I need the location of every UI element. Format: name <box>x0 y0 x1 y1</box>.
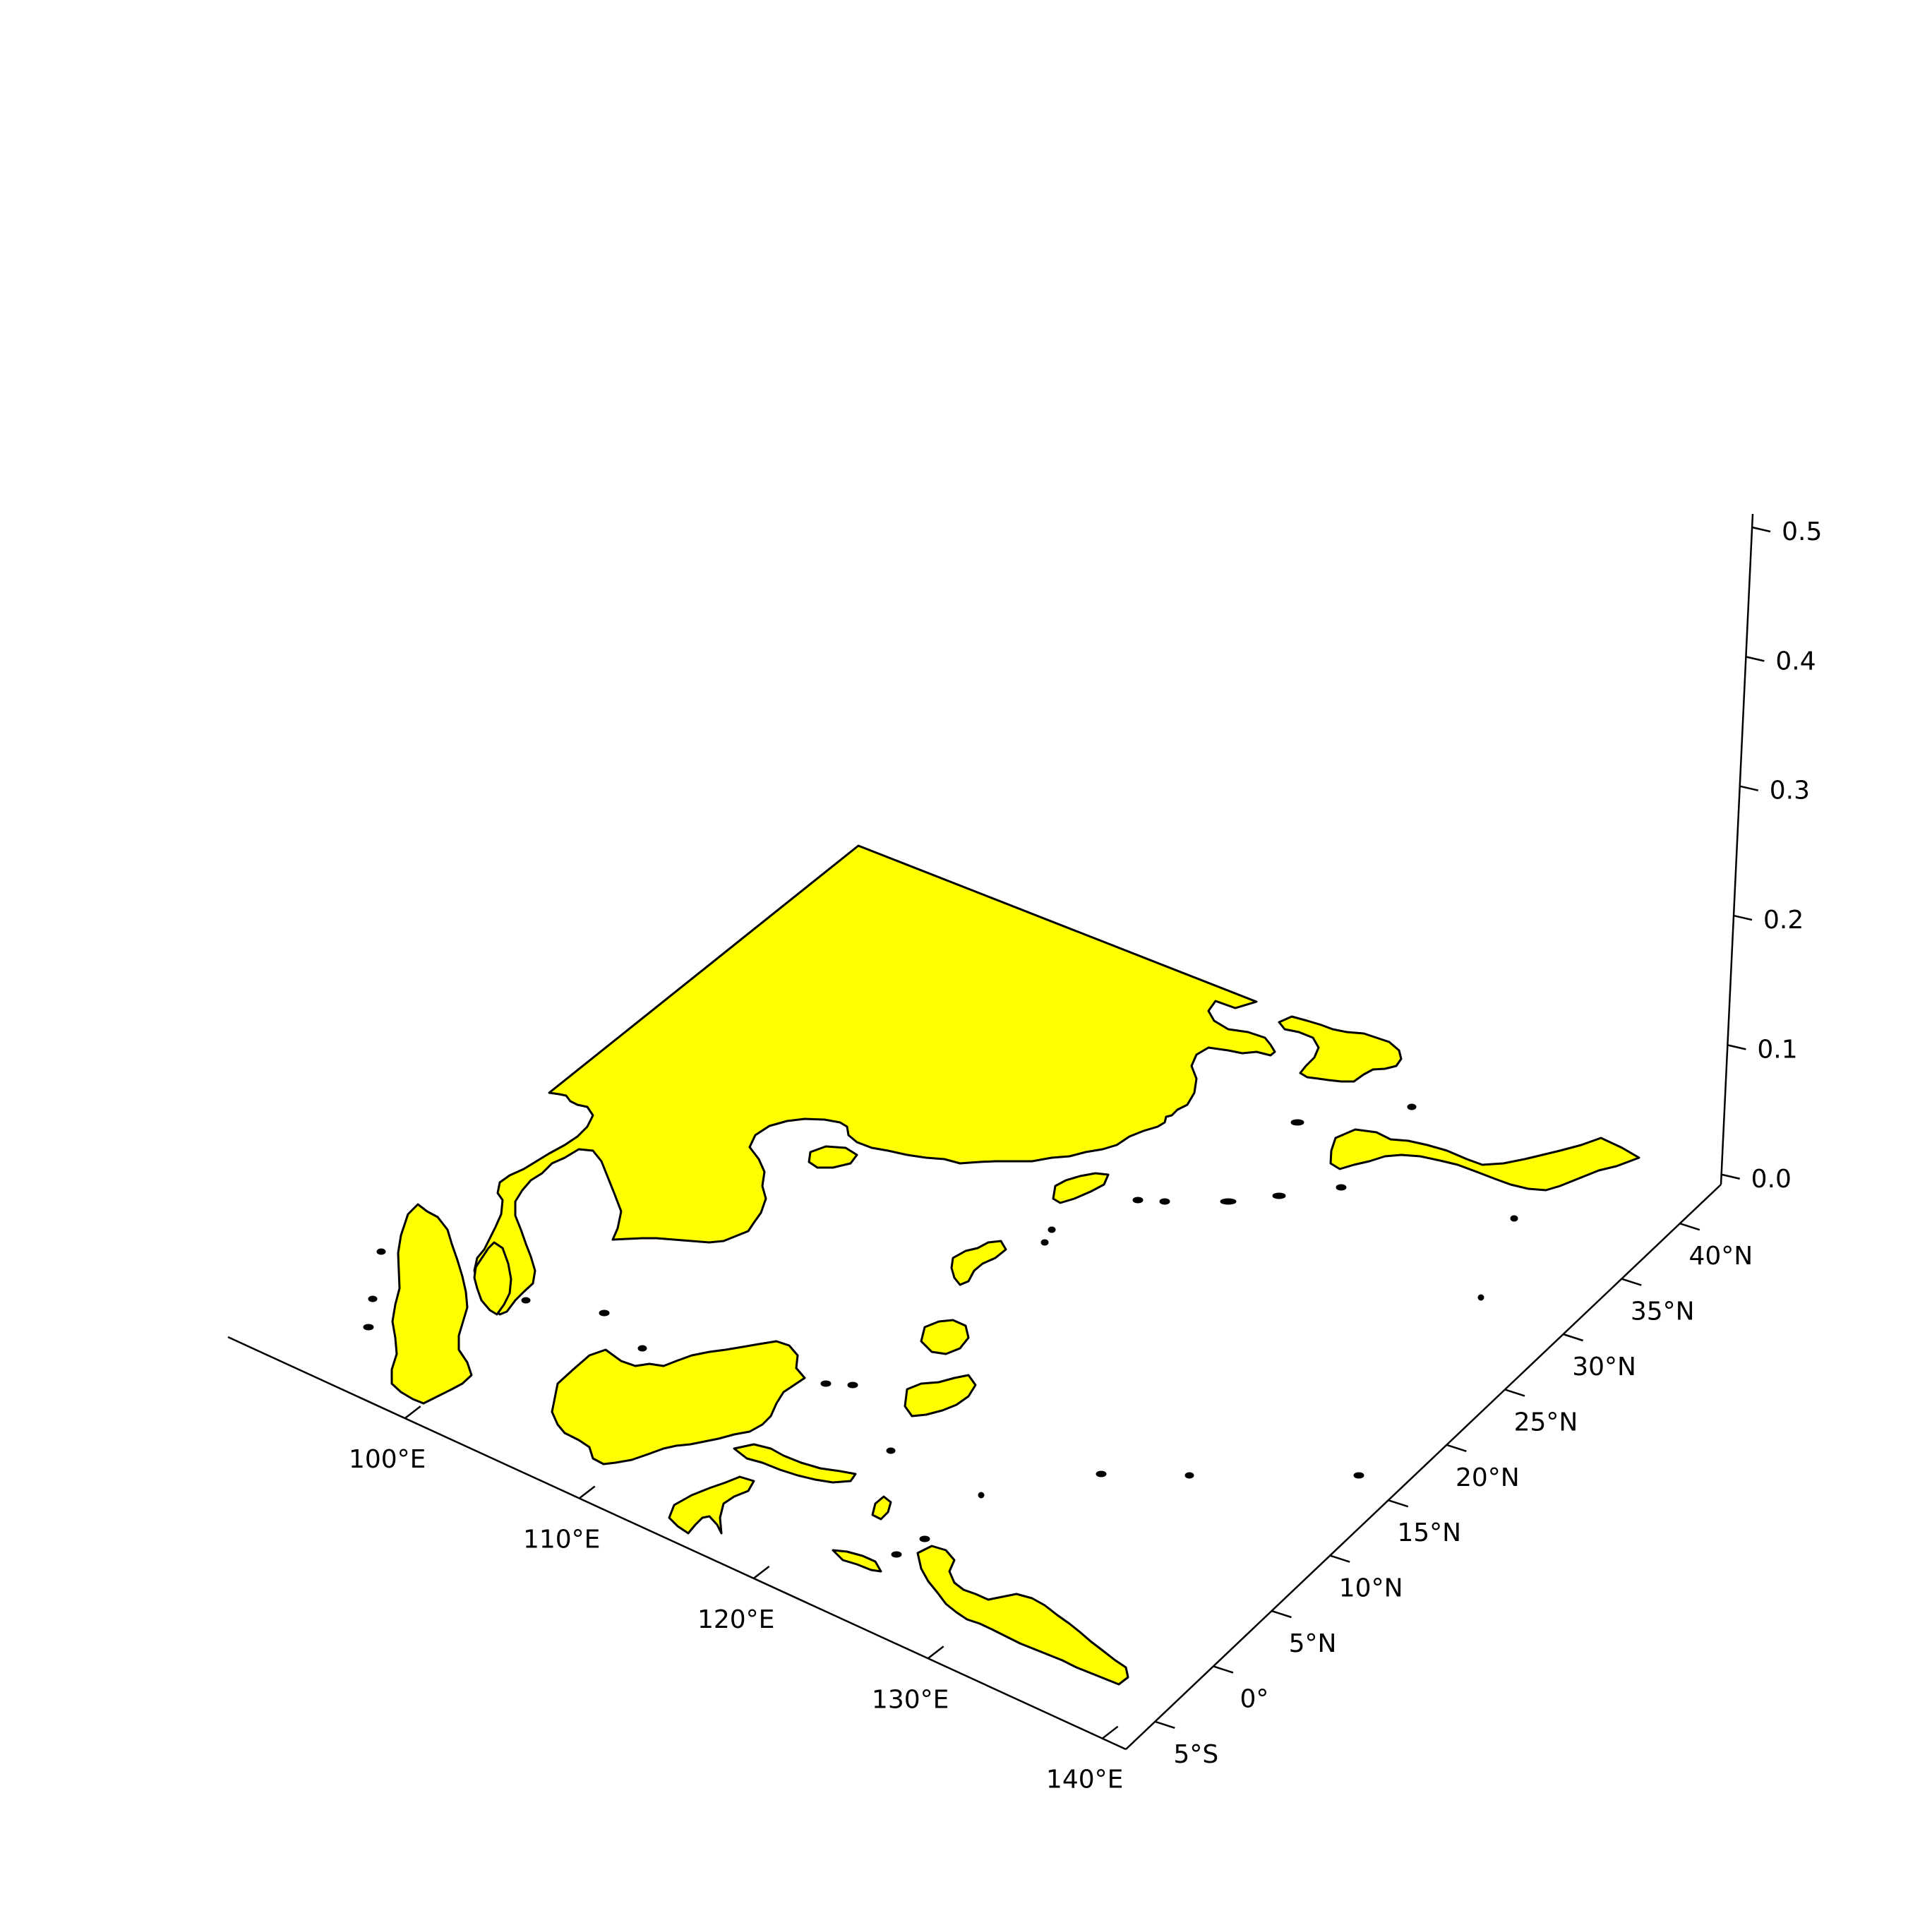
java <box>733 1443 857 1484</box>
y-axis-tick <box>1388 1499 1409 1508</box>
sulawesi <box>668 1475 755 1535</box>
y-axis-tick-label: 15°N <box>1397 1518 1461 1547</box>
islet <box>368 1295 378 1302</box>
islet <box>363 1324 374 1331</box>
y-axis: 5°S 0° 5°N 10°N 15°N 20°N 25°N 30°N 35°N… <box>1154 1223 1753 1769</box>
y-axis-tick-label: 25°N <box>1514 1408 1578 1437</box>
sumatra <box>390 1203 473 1405</box>
x-axis-tick-label: 110°E <box>523 1525 600 1554</box>
islet <box>1336 1184 1347 1191</box>
philippines-mindanao <box>904 1374 977 1417</box>
timor <box>832 1549 882 1573</box>
y-axis-tick <box>1271 1610 1292 1619</box>
y-axis-tick-label: 20°N <box>1456 1463 1520 1492</box>
x-axis-tick <box>404 1405 421 1420</box>
islet <box>1407 1103 1417 1110</box>
y-axis-tick <box>1679 1223 1700 1231</box>
z-axis: 0.0 0.1 0.2 0.3 0.4 0.5 <box>1721 517 1822 1194</box>
halmahera <box>871 1495 892 1521</box>
islet <box>1048 1226 1056 1233</box>
y-axis-tick <box>1213 1665 1234 1674</box>
asia-mainland <box>473 844 1276 1316</box>
land-layer <box>390 844 1640 1686</box>
y-axis-tick-label: 10°N <box>1339 1574 1403 1603</box>
y-axis-tick-label: 5°N <box>1289 1629 1337 1658</box>
y-axis-tick-label: 35°N <box>1631 1297 1695 1326</box>
x-axis-tick-label: 140°E <box>1046 1766 1123 1794</box>
japan <box>1329 1128 1640 1192</box>
islet <box>1272 1192 1286 1199</box>
islet <box>919 1535 930 1542</box>
x-axis-tick <box>578 1485 596 1499</box>
z-axis-line <box>1720 513 1754 1185</box>
islet <box>521 1297 531 1304</box>
philippines-visayas <box>920 1319 970 1355</box>
z-axis-tick <box>1721 1173 1740 1180</box>
islet <box>1220 1198 1237 1205</box>
taiwan <box>1052 1172 1110 1204</box>
z-axis-tick-label: 0.3 <box>1770 777 1810 805</box>
y-axis-tick-label: 0° <box>1240 1684 1268 1713</box>
islet <box>1290 1119 1304 1126</box>
axes: 100°E 110°E 120°E 130°E 140°E 5°S 0° 5°N… <box>227 513 1822 1794</box>
y-axis-tick <box>1154 1720 1175 1729</box>
z-axis-tick-label: 0.2 <box>1763 906 1804 935</box>
islet <box>1040 1239 1049 1246</box>
y-axis-tick-label: 5°S <box>1173 1740 1218 1769</box>
z-axis-tick-label: 0.1 <box>1757 1035 1797 1064</box>
z-axis-tick <box>1733 914 1753 921</box>
x-axis-tick-label: 100°E <box>349 1445 426 1474</box>
islet <box>1477 1294 1484 1301</box>
islet <box>891 1551 902 1558</box>
malay-peninsula <box>473 1241 512 1316</box>
islet <box>1353 1472 1364 1479</box>
y-axis-tick-label: 40°N <box>1688 1242 1753 1271</box>
y-axis-tick <box>1621 1278 1642 1286</box>
islet <box>847 1381 858 1389</box>
new-guinea <box>916 1545 1129 1686</box>
y-axis-tick <box>1504 1389 1525 1397</box>
islet-layer <box>363 1103 1518 1558</box>
islet <box>886 1447 896 1454</box>
islet <box>978 1492 985 1499</box>
y-axis-tick <box>1446 1444 1467 1452</box>
z-axis-tick <box>1751 526 1771 533</box>
islet <box>1096 1470 1107 1478</box>
y-axis-tick <box>1563 1333 1583 1342</box>
x-axis-tick <box>752 1565 770 1579</box>
islet <box>1132 1197 1144 1204</box>
borneo <box>551 1340 806 1466</box>
x-axis-tick-label: 120°E <box>697 1605 774 1634</box>
islet <box>376 1248 386 1255</box>
y-axis-line <box>1125 1184 1722 1750</box>
islet <box>599 1309 610 1317</box>
z-axis-tick-label: 0.4 <box>1775 647 1816 676</box>
islet <box>637 1345 647 1352</box>
korea <box>1278 1015 1403 1083</box>
z-axis-tick-label: 0.0 <box>1751 1165 1792 1194</box>
x-axis-tick <box>927 1646 944 1660</box>
x-axis-tick <box>1101 1725 1119 1739</box>
z-axis-tick <box>1727 1044 1746 1050</box>
y-axis-tick <box>1329 1554 1350 1563</box>
z-axis-tick-label: 0.5 <box>1782 517 1822 546</box>
y-axis-tick-label: 30°N <box>1572 1353 1636 1381</box>
islet <box>1159 1198 1170 1205</box>
z-axis-tick <box>1746 656 1765 662</box>
islet <box>1510 1215 1518 1222</box>
hainan <box>808 1145 858 1169</box>
islet <box>1184 1472 1194 1479</box>
x-axis: 100°E 110°E 120°E 130°E 140°E <box>349 1405 1123 1794</box>
z-axis-tick <box>1739 785 1759 791</box>
philippines-luzon <box>950 1240 1007 1286</box>
islet <box>820 1380 832 1387</box>
x-axis-tick-label: 130°E <box>872 1685 949 1714</box>
x-axis-line <box>227 1336 1127 1751</box>
